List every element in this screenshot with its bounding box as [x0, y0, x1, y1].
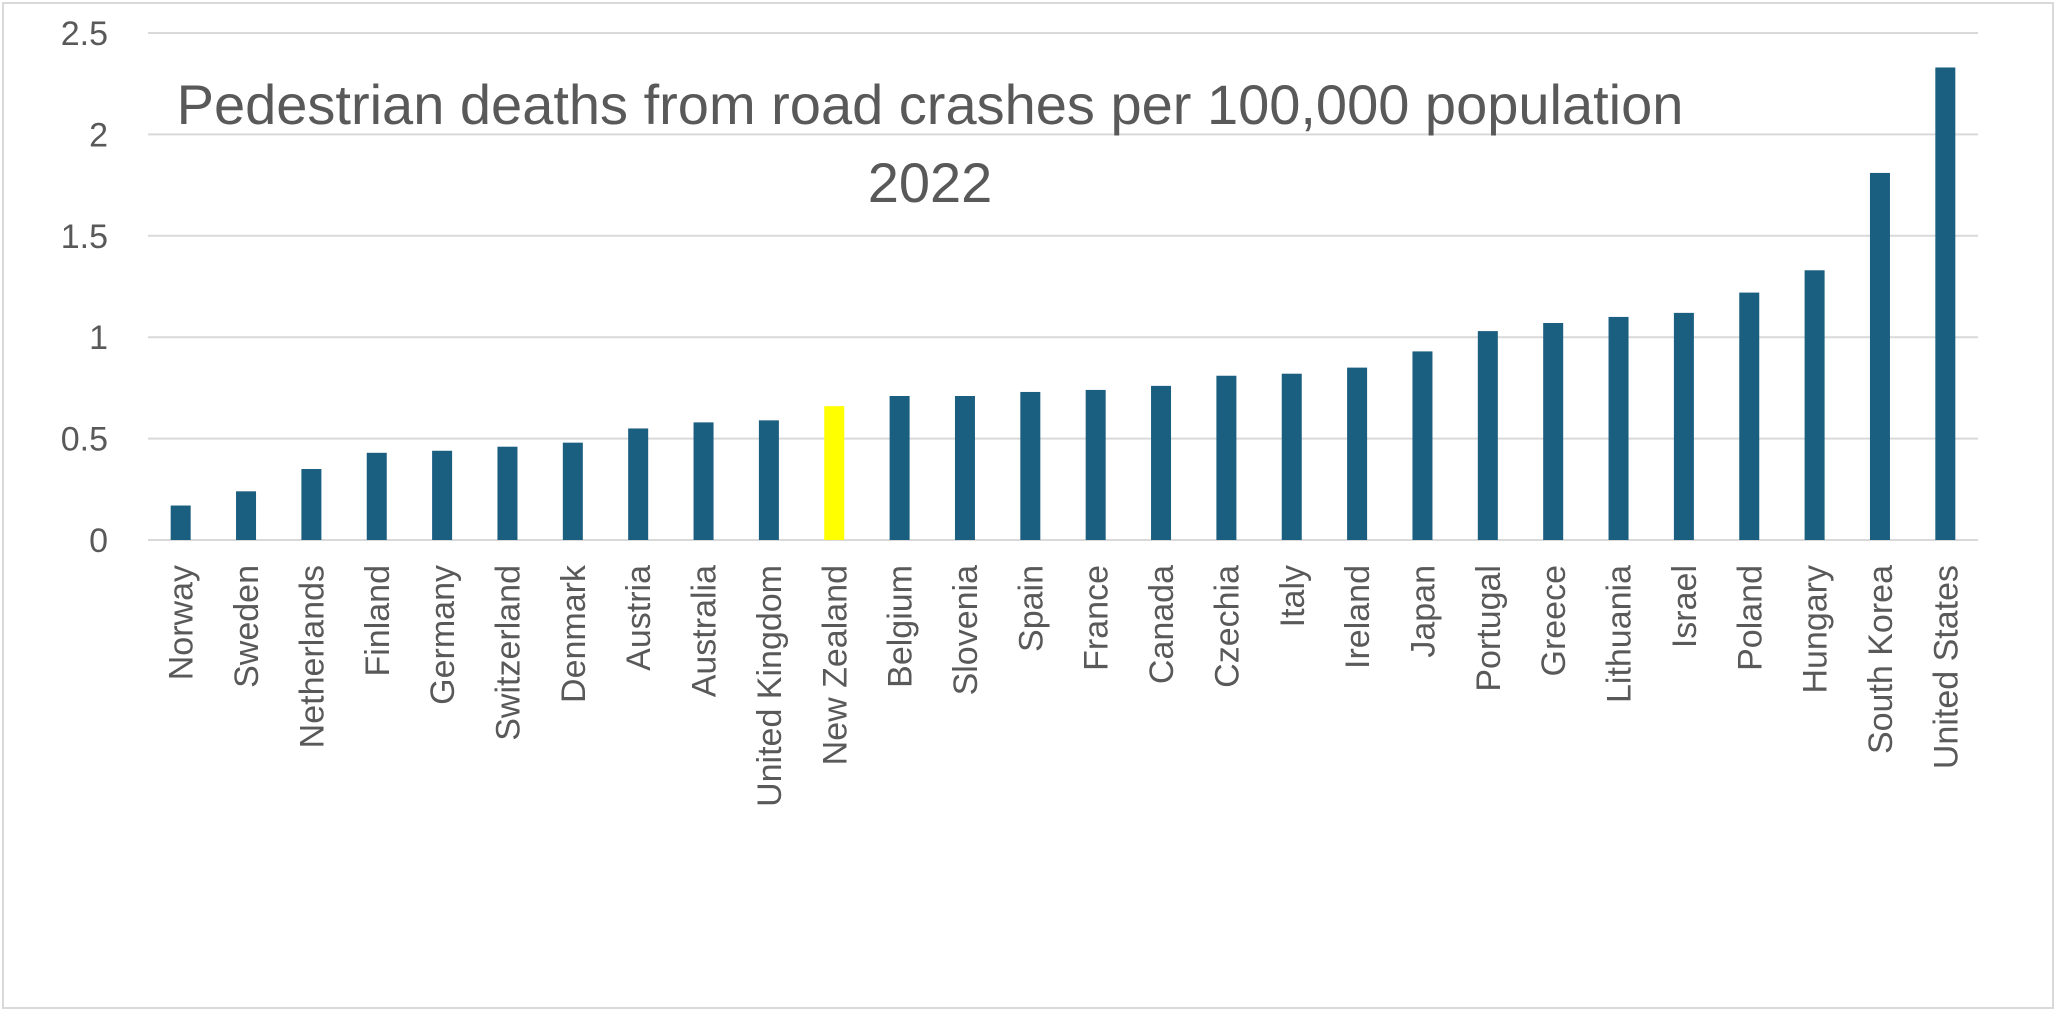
x-tick-label: Norway — [163, 565, 201, 680]
x-tick-label: Israel — [1666, 565, 1704, 648]
bar-sweden — [236, 491, 257, 540]
x-tick-label: Ireland — [1339, 565, 1377, 669]
x-tick-label: Greece — [1535, 565, 1573, 677]
x-tick-label: Denmark — [555, 564, 593, 703]
gridlines — [148, 32, 1978, 541]
y-tick-label: 0 — [89, 522, 108, 560]
x-axis-ticks: Norway Sweden Netherlands Finland Germany Swi… — [163, 564, 1966, 807]
x-tick-label: Hungary — [1797, 565, 1835, 694]
bar-finland — [366, 452, 387, 540]
x-tick-label: South Korea — [1862, 565, 1900, 754]
bar-poland — [1739, 292, 1760, 540]
y-tick-label: 2 — [89, 116, 108, 154]
bar-japan — [1412, 351, 1433, 540]
bar-italy — [1281, 373, 1302, 540]
x-tick-label: Japan — [1404, 565, 1442, 658]
y-tick-label: 1.5 — [61, 218, 108, 256]
x-tick-label: United States — [1927, 565, 1965, 769]
x-tick-label: Slovenia — [947, 565, 985, 696]
bar-hungary — [1804, 270, 1825, 540]
bar-portugal — [1477, 331, 1498, 540]
bar-norway — [170, 505, 191, 540]
y-tick-label: 0.5 — [61, 421, 108, 459]
x-tick-label: Lithuania — [1601, 565, 1639, 703]
y-tick-label: 2.5 — [61, 15, 108, 53]
bar-spain — [1020, 391, 1041, 540]
x-tick-label: Belgium — [882, 565, 920, 688]
x-tick-label: Germany — [424, 565, 462, 705]
bar-austria — [628, 428, 649, 540]
bar-switzerland — [497, 446, 518, 540]
x-tick-label: Sweden — [228, 565, 266, 688]
x-tick-label: Netherlands — [293, 565, 331, 748]
bar-ireland — [1347, 367, 1368, 540]
x-tick-label: Italy — [1274, 565, 1312, 627]
bar-south-korea — [1869, 172, 1890, 540]
x-tick-label: Austria — [620, 565, 658, 671]
bar-united-kingdom — [758, 420, 779, 540]
x-tick-label: Poland — [1731, 565, 1769, 671]
bar-israel — [1673, 312, 1694, 540]
bar-new-zealand — [824, 406, 845, 540]
bar-united-states — [1935, 67, 1956, 540]
x-tick-label: United Kingdom — [751, 565, 789, 807]
chart-title: Pedestrian deaths from road crashes per … — [177, 73, 1684, 136]
bar-belgium — [889, 396, 910, 540]
x-tick-label: Czechia — [1208, 565, 1246, 688]
bars — [170, 67, 1956, 540]
bar-denmark — [562, 442, 583, 540]
x-tick-label: Spain — [1012, 565, 1050, 652]
bar-lithuania — [1608, 316, 1629, 540]
x-tick-label: New Zealand — [816, 565, 854, 765]
y-tick-label: 1 — [89, 319, 108, 357]
bar-greece — [1543, 323, 1564, 540]
bar-france — [1085, 389, 1106, 540]
x-tick-label: Portugal — [1470, 565, 1508, 692]
chart-subtitle: 2022 — [868, 151, 993, 214]
x-tick-label: Canada — [1143, 565, 1181, 684]
bar-canada — [1151, 385, 1172, 540]
bar-slovenia — [954, 396, 975, 540]
bar-australia — [693, 422, 714, 540]
bar-germany — [432, 450, 453, 540]
x-tick-label: Finland — [359, 565, 397, 677]
y-axis-ticks: 0 0.5 1 1.5 2 2.5 — [61, 15, 108, 560]
bar-netherlands — [301, 469, 322, 540]
bar-czechia — [1216, 375, 1237, 540]
x-tick-label: France — [1078, 565, 1116, 671]
x-tick-label: Australia — [686, 565, 724, 697]
x-tick-label: Switzerland — [489, 565, 527, 741]
